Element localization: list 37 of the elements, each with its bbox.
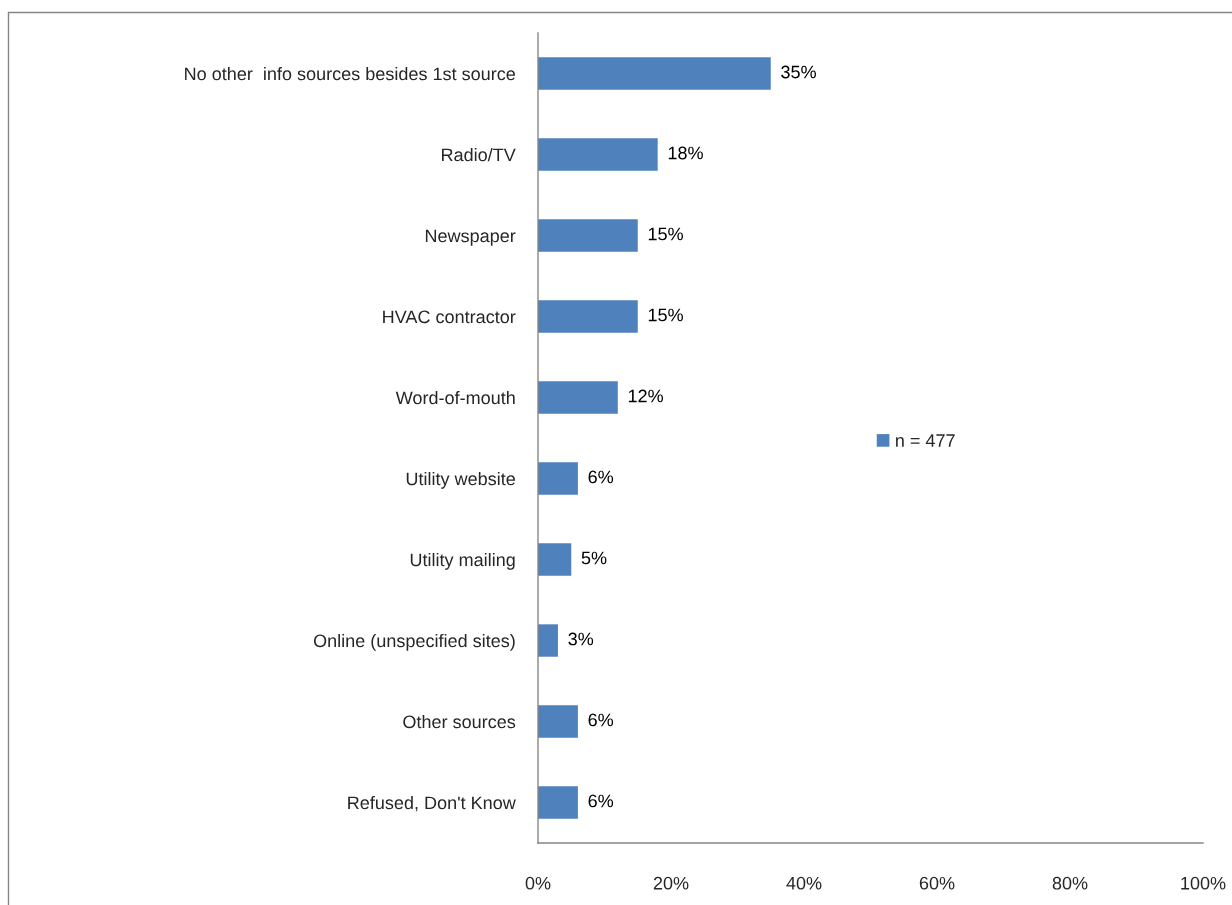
data-label: 15% bbox=[648, 227, 683, 241]
data-label: 12% bbox=[628, 389, 664, 403]
bar bbox=[538, 57, 771, 90]
data-label: 6% bbox=[588, 794, 614, 808]
y-tick-label: Utility mailing bbox=[410, 552, 515, 570]
y-tick-label: Word-of-mouth bbox=[395, 390, 515, 405]
x-tick-label: 40% bbox=[786, 876, 822, 890]
bar bbox=[538, 300, 638, 333]
x-tick-label: 60% bbox=[919, 876, 955, 890]
data-label: 3% bbox=[568, 632, 594, 646]
data-label: 35% bbox=[781, 65, 816, 79]
data-label: 15% bbox=[648, 308, 683, 322]
bar bbox=[538, 138, 658, 171]
y-tick-label: No other info sources besides 1st source bbox=[185, 66, 515, 81]
x-tick-label: 20% bbox=[653, 876, 689, 890]
y-tick-label: Other sources bbox=[403, 714, 516, 729]
bar bbox=[538, 786, 578, 819]
bar bbox=[538, 624, 558, 657]
bar bbox=[538, 705, 578, 738]
legend-label: n = 477 bbox=[896, 434, 955, 447]
bar bbox=[538, 543, 572, 576]
y-tick-label: Radio/TV bbox=[442, 147, 516, 162]
data-label: 6% bbox=[588, 713, 614, 727]
y-tick-label: HVAC contractor bbox=[383, 310, 516, 324]
data-label: 18% bbox=[668, 146, 703, 160]
x-tick-label: 80% bbox=[1052, 876, 1088, 890]
x-tick-label: 0% bbox=[525, 876, 551, 890]
y-tick-label: Utility website bbox=[406, 471, 515, 489]
y-tick-label: Refused, Don't Know bbox=[348, 795, 516, 812]
x-tick-label: 100% bbox=[1181, 876, 1226, 890]
y-tick-label: Online (unspecified sites) bbox=[313, 633, 515, 651]
y-tick-label: Newspaper bbox=[425, 229, 516, 246]
bar bbox=[538, 219, 638, 252]
bar bbox=[538, 381, 618, 414]
data-label: 5% bbox=[581, 551, 607, 565]
bar bbox=[538, 462, 578, 495]
data-label: 6% bbox=[588, 470, 614, 484]
